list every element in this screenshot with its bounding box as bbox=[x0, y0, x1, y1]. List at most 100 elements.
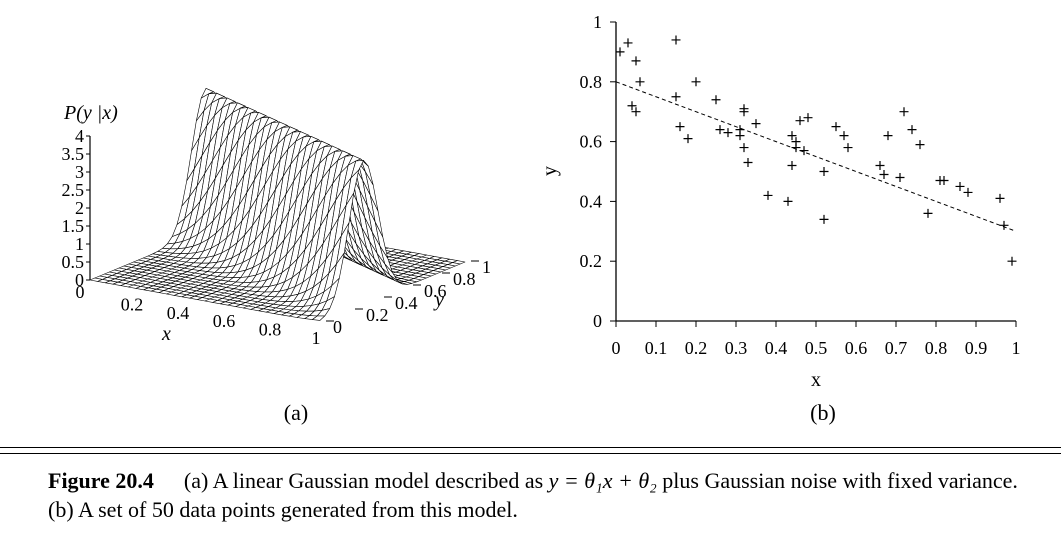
data-point-plus bbox=[743, 158, 753, 168]
x-axis-tick-label: 0.2 bbox=[685, 338, 708, 358]
panel-b-axes: 0 0.2 0.4 0.6 0.8 1 0 0.1 0.2 0.3 0.4 0.5 0.6 0.7 0.8 0… bbox=[539, 12, 1021, 391]
z-axis-tick-label: 4 bbox=[75, 126, 84, 146]
panel-a-x-axis-label: x bbox=[161, 323, 171, 345]
y-axis-tick-label: 0.6 bbox=[424, 281, 447, 301]
data-point-plus bbox=[615, 47, 625, 57]
data-point-plus bbox=[1007, 256, 1017, 266]
data-point-plus bbox=[803, 113, 813, 123]
gaussian-surface-mesh bbox=[89, 88, 466, 321]
panel-a-y-axis-label: y bbox=[433, 289, 444, 311]
data-point-plus bbox=[691, 77, 701, 87]
data-point-plus bbox=[735, 131, 745, 141]
data-point-plus bbox=[791, 143, 801, 153]
y-axis-tick-label: 0.8 bbox=[580, 72, 603, 92]
data-point-plus bbox=[751, 119, 761, 129]
x-axis-tick-label: 0.8 bbox=[925, 338, 948, 358]
data-point-plus bbox=[635, 77, 645, 87]
y-axis-tick-label: 0.8 bbox=[453, 269, 476, 289]
x-axis-tick-label: 0 bbox=[612, 338, 621, 358]
data-point-plus bbox=[879, 169, 889, 179]
data-point-plus bbox=[623, 38, 633, 48]
x-axis-tick-label: 0.4 bbox=[765, 338, 788, 358]
x-axis-tick-label: 0.8 bbox=[259, 320, 282, 340]
y-axis-tick-label: 0.2 bbox=[580, 251, 603, 271]
panel-a-sublabel: (a) bbox=[284, 400, 308, 425]
data-point-plus bbox=[999, 220, 1009, 230]
panel-b-scatter-plot: 0 0.2 0.4 0.6 0.8 1 0 0.1 0.2 0.3 0.4 0.5 0.6 0.7 0.8 0… bbox=[539, 12, 1021, 425]
x-axis-tick-label: 0 bbox=[76, 282, 85, 302]
x-axis-tick-label: 0.6 bbox=[213, 311, 236, 331]
data-point-plus bbox=[627, 101, 637, 111]
data-point-plus bbox=[671, 92, 681, 102]
caption-text-part-2: plus Gaussian noise with fixed variance.… bbox=[48, 468, 1018, 522]
data-point-plus bbox=[783, 196, 793, 206]
data-point-plus bbox=[631, 107, 641, 117]
caption-label: Figure 20.4 bbox=[48, 468, 154, 493]
data-point-plus bbox=[831, 122, 841, 132]
y-axis-tick-label: 0.6 bbox=[580, 132, 603, 152]
x-axis-tick-label: 0.4 bbox=[167, 303, 190, 323]
data-point-plus bbox=[787, 131, 797, 141]
x-axis-tick-label: 0.6 bbox=[845, 338, 868, 358]
data-point-plus bbox=[715, 125, 725, 135]
data-point-plus bbox=[915, 140, 925, 150]
figure: 0 0.5 1 1.5 2 2.5 3 3.5 4 0 0.2 0.4 0.6 0.8 1 0 0.2 0.4 0.… bbox=[62, 12, 1021, 425]
x-axis-tick-label: 0.5 bbox=[805, 338, 828, 358]
z-axis-tick-label: 2.5 bbox=[62, 180, 85, 200]
data-point-plus bbox=[843, 143, 853, 153]
y-axis-tick-label: 1 bbox=[593, 12, 602, 32]
x-axis-tick-label: 1 bbox=[312, 328, 321, 348]
data-point-plus bbox=[675, 122, 685, 132]
data-point-plus bbox=[739, 143, 749, 153]
data-point-plus bbox=[899, 107, 909, 117]
y-axis-tick-label: 0 bbox=[333, 317, 342, 337]
figure-caption: Figure 20.4 (a) A linear Gaussian model d… bbox=[48, 466, 1038, 524]
z-axis-tick-label: 0.5 bbox=[62, 252, 85, 272]
panel-a-z-axis-label: P(y |x) bbox=[63, 102, 118, 124]
y-axis-tick-label: 0.4 bbox=[580, 191, 603, 211]
y-axis-tick-label: 1 bbox=[482, 257, 491, 277]
data-point-plus bbox=[875, 161, 885, 171]
data-point-plus bbox=[671, 35, 681, 45]
x-axis-tick-label: 0.3 bbox=[725, 338, 748, 358]
data-point-plus bbox=[963, 187, 973, 197]
data-point-plus bbox=[723, 128, 733, 138]
x-axis-tick-label: 0.2 bbox=[121, 294, 144, 314]
data-point-plus bbox=[631, 56, 641, 66]
x-axis-tick-label: 1 bbox=[1012, 338, 1021, 358]
z-axis-tick-label: 2 bbox=[75, 198, 84, 218]
data-point-plus bbox=[799, 146, 809, 156]
dashed-fit-line bbox=[615, 81, 1017, 232]
caption-rule-top bbox=[0, 447, 1061, 448]
fit-line bbox=[615, 81, 1017, 232]
panel-b-sublabel: (b) bbox=[810, 400, 836, 425]
z-axis-tick-label: 1 bbox=[75, 234, 84, 254]
y-axis-label: y bbox=[539, 166, 561, 176]
data-point-plus bbox=[939, 175, 949, 185]
data-point-plus bbox=[711, 95, 721, 105]
z-axis-tick-label: 0 bbox=[75, 270, 84, 290]
data-point-plus bbox=[739, 107, 749, 117]
caption-rule-bottom bbox=[0, 453, 1061, 454]
x-axis-tick-label: 0.7 bbox=[885, 338, 908, 358]
z-axis-tick-label: 3.5 bbox=[62, 144, 85, 164]
data-point-plus bbox=[995, 193, 1005, 203]
data-point-plus bbox=[787, 161, 797, 171]
data-point-plus bbox=[683, 134, 693, 144]
data-point-plus bbox=[895, 172, 905, 182]
data-points bbox=[615, 35, 1017, 266]
x-axis-tick-label: 0.1 bbox=[645, 338, 668, 358]
caption-equation: y = θ₁x + θ₂ bbox=[548, 468, 657, 493]
data-point-plus bbox=[839, 131, 849, 141]
x-axis-label: x bbox=[811, 369, 821, 391]
z-axis-tick-label: 3 bbox=[75, 162, 84, 182]
x-axis-tick-label: 0.9 bbox=[965, 338, 988, 358]
surface-cell bbox=[311, 315, 326, 321]
y-axis-tick-label: 0 bbox=[593, 311, 602, 331]
data-point-plus bbox=[955, 181, 965, 191]
data-point-plus bbox=[883, 131, 893, 141]
data-point-plus bbox=[819, 167, 829, 176]
z-axis-tick-label: 1.5 bbox=[62, 216, 85, 236]
